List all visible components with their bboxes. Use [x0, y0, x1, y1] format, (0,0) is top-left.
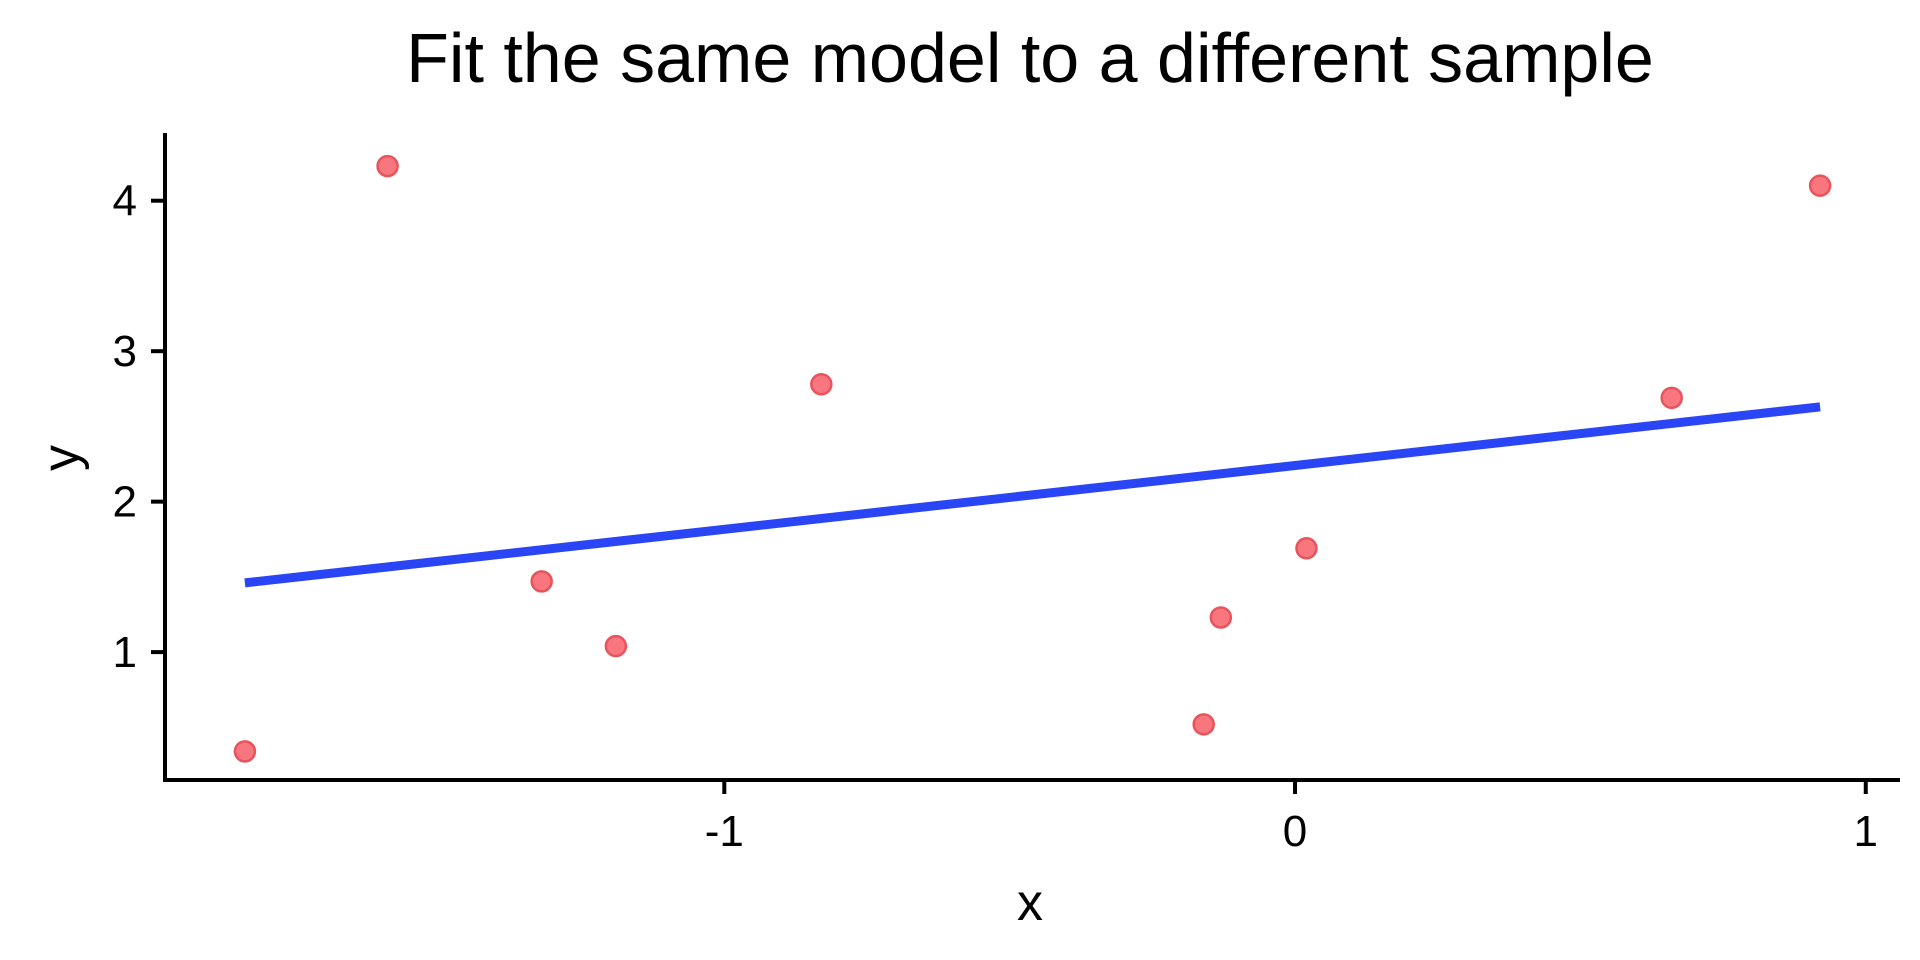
data-point	[1808, 174, 1832, 197]
data-points	[233, 154, 1832, 763]
data-point	[1295, 537, 1318, 560]
data-point	[233, 740, 257, 763]
chart-title: Fit the same model to a different sample	[406, 19, 1654, 97]
y-tick-label: 1	[113, 628, 137, 677]
y-tick-label: 3	[113, 327, 137, 376]
fit-line	[244, 402, 1821, 588]
y-axis-ticks: 1 2 3 4	[113, 177, 165, 677]
x-axis-title: x	[1017, 874, 1043, 932]
x-tick-label: -1	[705, 807, 744, 856]
data-point	[530, 570, 553, 593]
y-tick-label: 2	[113, 478, 137, 527]
data-point	[1660, 386, 1683, 410]
y-tick-label: 4	[113, 177, 137, 226]
y-axis-title: y	[32, 445, 90, 471]
data-point	[810, 373, 833, 396]
data-point	[1192, 713, 1215, 736]
fit-line-layer	[244, 402, 1821, 588]
data-point	[1209, 606, 1233, 629]
x-tick-label: 1	[1854, 807, 1878, 856]
data-point	[604, 634, 628, 658]
x-axis-ticks: -1 0 1	[705, 780, 1878, 856]
data-point	[376, 154, 399, 178]
x-tick-label: 0	[1283, 807, 1307, 856]
